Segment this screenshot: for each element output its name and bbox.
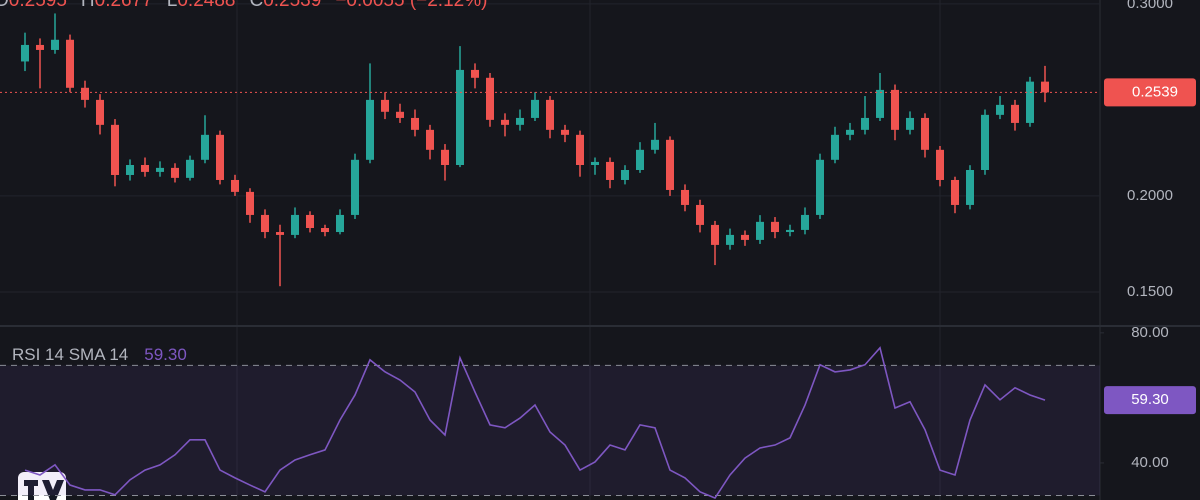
candle-body: [111, 124, 119, 175]
last-price-label: 0.2539: [1132, 83, 1178, 100]
candle-body: [756, 221, 764, 240]
candle-body: [531, 99, 539, 118]
candle-body: [246, 191, 254, 215]
candle-body: [711, 224, 719, 245]
last-value-label: 59.30: [1131, 391, 1169, 408]
candle-body: [801, 214, 809, 230]
y-tick-label: 0.3000: [1127, 0, 1173, 12]
candle-body: [606, 161, 614, 180]
candle-body: [996, 104, 1004, 115]
candle-body: [36, 44, 44, 50]
candle-body: [831, 134, 839, 160]
candle-body: [126, 164, 134, 175]
candle-body: [786, 229, 794, 233]
candle-body: [171, 167, 179, 178]
candle-body: [651, 139, 659, 150]
legend-value: 0.2677: [95, 0, 153, 11]
candle-body: [231, 179, 239, 192]
candle-body: [471, 69, 479, 78]
candle-body: [96, 99, 104, 125]
candle-body: [66, 39, 74, 88]
candle-body: [411, 117, 419, 130]
rsi-line: [24, 346, 1046, 500]
candle-body: [141, 164, 149, 172]
candle-body: [921, 117, 929, 150]
candle-body: [666, 139, 674, 190]
candle-body: [621, 169, 629, 180]
candle-body: [1011, 104, 1019, 123]
candle-body: [216, 134, 224, 180]
candle-body: [561, 129, 569, 135]
legend-change: −0.0055 (−2.12%): [335, 0, 487, 11]
candle-body: [441, 149, 449, 165]
candle-body: [426, 129, 434, 150]
y-tick-label: 80.00: [1131, 324, 1169, 341]
indicator-value: 59.30: [144, 345, 187, 364]
candle-body: [291, 214, 299, 235]
candle-body: [501, 119, 509, 125]
candle-body: [456, 69, 464, 165]
candle-body: [936, 149, 944, 180]
candle-body: [156, 167, 164, 172]
candle-body: [891, 89, 899, 130]
legend-key: O: [0, 0, 9, 11]
candle-body: [726, 234, 734, 245]
candle-body: [201, 134, 209, 160]
candle-body: [366, 99, 374, 160]
candle-body: [576, 134, 584, 165]
candle-body: [681, 189, 689, 205]
legend-value: 0.2595: [9, 0, 67, 11]
candle-body: [846, 129, 854, 135]
candle-body: [816, 159, 824, 215]
candle-body: [1026, 81, 1034, 123]
candle-body: [321, 227, 329, 233]
candle-body: [696, 204, 704, 225]
candle-body: [876, 89, 884, 118]
legend-key: L: [167, 0, 178, 11]
candle-body: [981, 114, 989, 170]
candle-body: [81, 87, 89, 100]
y-tick-label: 0.2000: [1127, 187, 1173, 204]
candle-body: [516, 117, 524, 125]
candle-body: [591, 161, 599, 165]
candle-body: [636, 149, 644, 170]
candle-body: [276, 232, 284, 235]
candle-body: [336, 214, 344, 233]
candle-body: [261, 214, 269, 233]
candle-body: [51, 39, 59, 50]
candle-body: [396, 111, 404, 118]
candle-body: [486, 77, 494, 120]
candle-body: [966, 169, 974, 205]
candle-body: [1041, 81, 1049, 93]
legend-value: 0.2488: [177, 0, 235, 11]
candle-body: [351, 159, 359, 215]
legend-key: H: [81, 0, 95, 11]
ohlc-legend: O0.2595 H0.2677 L0.2488 C0.2539 −0.0055 (−2.…: [0, 0, 487, 11]
candle-body: [546, 99, 554, 130]
y-tick-label: 40.00: [1131, 454, 1169, 471]
legend-value: 0.2539: [263, 0, 321, 11]
last-value-tag: [1104, 386, 1196, 415]
candle-body: [861, 117, 869, 130]
candle-body: [186, 159, 194, 178]
indicator-title: RSI 14 SMA 14 59.30: [12, 345, 187, 364]
candle-body: [306, 214, 314, 228]
y-tick-label: 0.1500: [1127, 283, 1173, 300]
candle-body: [21, 44, 29, 62]
last-price-tag: [1104, 78, 1196, 107]
candle-body: [906, 117, 914, 130]
candle-body: [951, 179, 959, 205]
candle-body: [741, 234, 749, 240]
indicator-name: RSI 14 SMA 14: [12, 345, 128, 364]
candle-body: [381, 99, 389, 112]
legend-key: C: [249, 0, 263, 11]
candle-body: [771, 221, 779, 233]
